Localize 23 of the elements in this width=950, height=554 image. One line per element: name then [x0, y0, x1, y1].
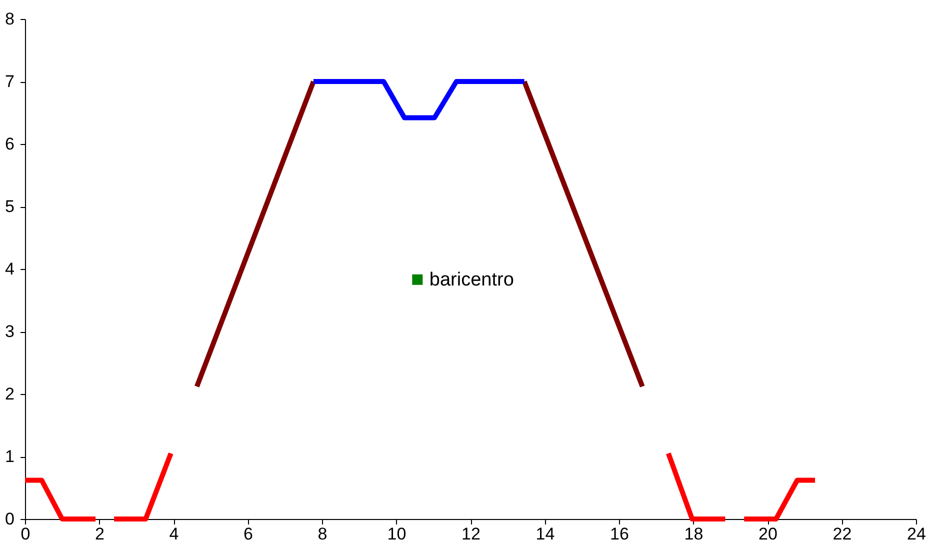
x-tick-label: 10 [387, 524, 406, 544]
y-tick-label: 5 [5, 197, 14, 216]
x-tick-label: 4 [169, 524, 179, 544]
x-tick-label: 8 [318, 524, 328, 544]
y-tick-label: 8 [5, 10, 14, 28]
y-tick-label: 2 [5, 384, 14, 404]
x-tick-label: 24 [907, 524, 926, 544]
x-tick-label: 20 [758, 524, 778, 544]
x-tick-label: 18 [684, 524, 704, 544]
x-tick-label: 2 [95, 524, 104, 544]
y-tick-label: 3 [5, 322, 14, 341]
y-tick-label: 0 [5, 510, 14, 528]
y-tick-label: 6 [5, 134, 14, 154]
x-tick-label: 6 [244, 524, 253, 544]
x-tick-label: 0 [20, 524, 30, 544]
y-tick-label: 4 [5, 260, 14, 278]
x-tick-label: 14 [536, 524, 555, 544]
y-tick-label: 7 [5, 72, 14, 91]
x-tick-label: 22 [832, 524, 852, 544]
y-tick-label: 1 [5, 447, 14, 466]
series-label: baricentro [429, 270, 514, 291]
x-tick-label: 12 [462, 524, 480, 544]
x-tick-label: 16 [610, 524, 629, 544]
